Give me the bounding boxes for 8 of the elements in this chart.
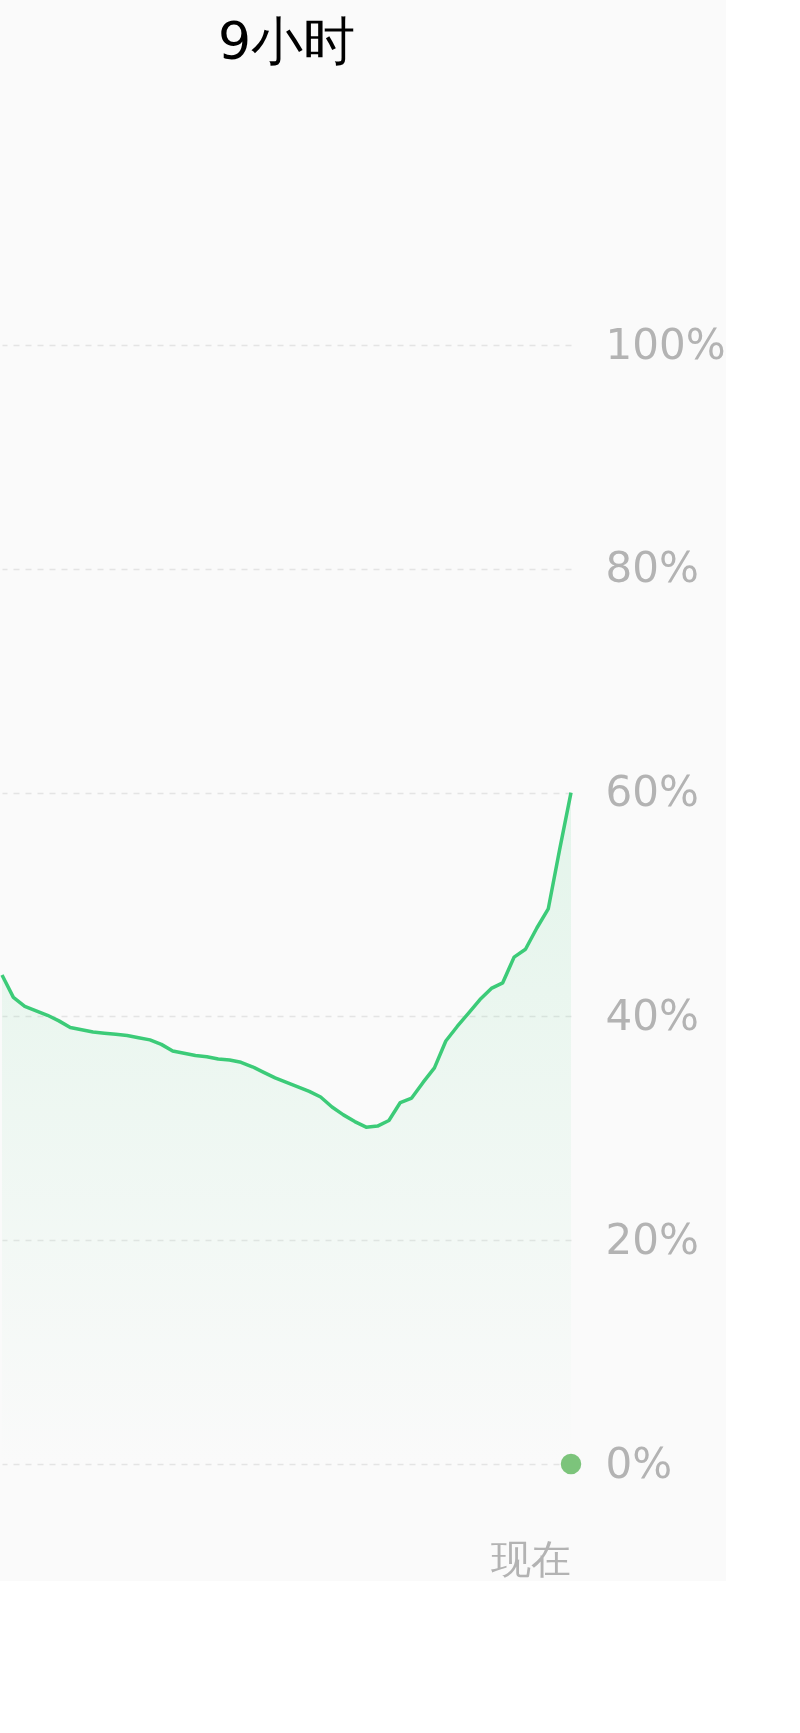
y-tick-label: 40% <box>605 990 699 1040</box>
chart-title: 9小时 <box>217 11 356 71</box>
y-tick-label: 80% <box>605 543 699 593</box>
y-tick-label: 60% <box>605 767 699 817</box>
y-tick-label: 20% <box>605 1214 699 1264</box>
y-tick-label: 100% <box>605 319 726 369</box>
text: 现在 <box>491 1536 571 1582</box>
y-tick-label: 0% <box>605 1438 673 1488</box>
